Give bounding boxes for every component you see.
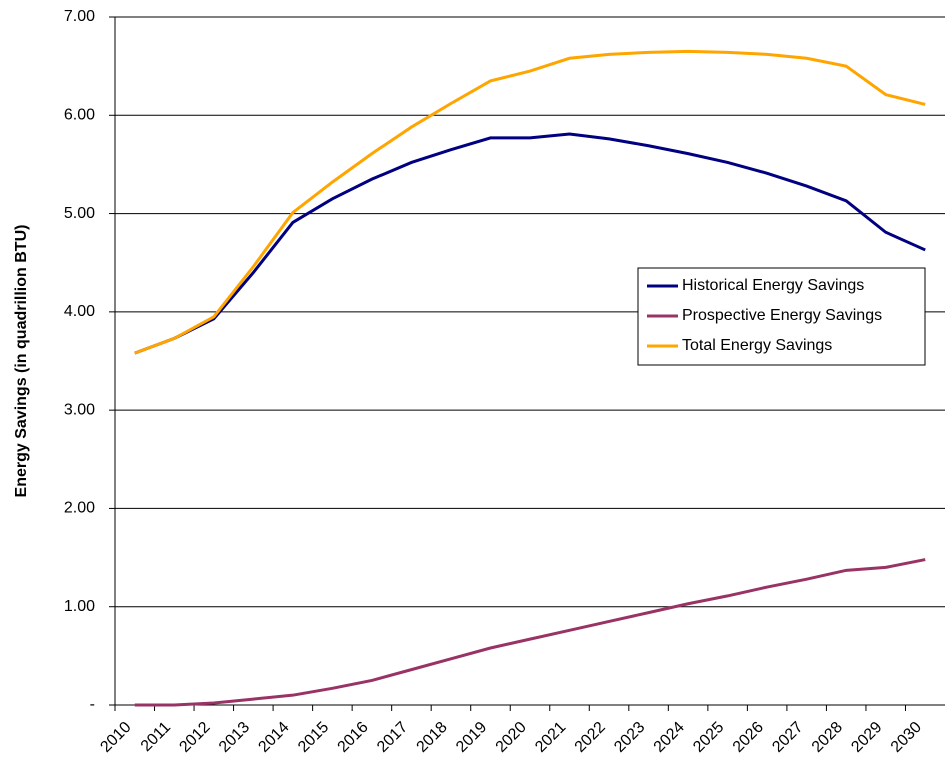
x-tick-label: 2012 [176,719,213,756]
y-tick-label: 3.00 [64,401,95,418]
x-tick-label: 2013 [216,719,253,756]
x-tick-label: 2025 [690,719,727,756]
x-tick-label: 2027 [769,719,806,756]
x-tick-label: 2030 [888,719,925,756]
y-tick-label: 1.00 [64,598,95,615]
y-tick-label: 2.00 [64,500,95,517]
x-tick-label: 2019 [453,719,490,756]
x-tick-label: 2020 [493,719,530,756]
x-tick-label: 2011 [138,719,174,755]
x-tick-label: 2024 [651,719,688,756]
x-tick-label: 2014 [255,719,292,756]
y-tick-label: - [90,696,95,713]
x-tick-label: 2028 [809,719,846,756]
legend-label: Historical Energy Savings [682,277,864,294]
x-tick-label: 2017 [374,719,411,756]
x-tick-label: 2026 [730,719,767,756]
series-line [134,558,926,707]
x-tick-label: 2016 [335,719,372,756]
y-tick-label: 5.00 [64,205,95,222]
y-axis-label: Energy Savings (in quadrillion BTU) [13,225,30,498]
y-tick-label: 4.00 [64,303,95,320]
x-tick-label: 2029 [848,719,885,756]
legend-label: Prospective Energy Savings [682,307,882,324]
x-tick-label: 2018 [414,719,451,756]
x-tick-label: 2015 [295,719,332,756]
x-tick-label: 2021 [532,719,569,756]
x-tick-label: 2010 [97,719,134,756]
series-line [134,132,926,355]
y-tick-label: 7.00 [64,8,95,25]
y-tick-label: 6.00 [64,107,95,124]
x-tick-label: 2022 [572,719,609,756]
series-line [134,49,926,355]
legend-box [637,267,926,366]
x-tick-label: 2023 [611,719,648,756]
legend-label: Total Energy Savings [682,337,832,354]
